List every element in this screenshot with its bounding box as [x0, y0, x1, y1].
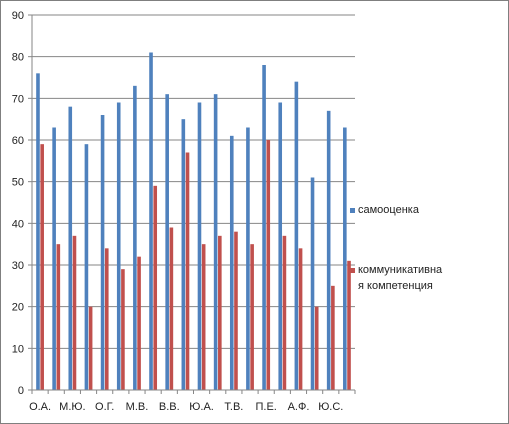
bar-samoocenka — [84, 144, 89, 390]
legend-swatch — [350, 268, 355, 273]
bar-kompetencia — [314, 306, 319, 390]
bar-samoocenka — [52, 127, 56, 390]
x-tick-label: М.Ю. — [59, 401, 85, 413]
bar-samoocenka — [181, 119, 186, 391]
x-tick-label: В.В. — [159, 401, 180, 413]
legend-swatch — [350, 208, 355, 213]
bar-kompetencia — [137, 256, 141, 390]
x-tick-label: Ю.С. — [318, 401, 343, 413]
bar-kompetencia — [153, 185, 158, 390]
bar-samoocenka — [68, 106, 73, 391]
legend-label: коммуникативна — [358, 264, 443, 276]
bar-samoocenka — [100, 115, 105, 390]
y-tick-label: 80 — [12, 52, 24, 64]
bar-samoocenka — [165, 94, 169, 391]
bar-kompetencia — [121, 269, 125, 390]
x-tick-label: П.Е. — [255, 401, 276, 413]
bar-kompetencia — [331, 285, 335, 390]
bar-kompetencia — [250, 244, 254, 390]
bar-kompetencia — [169, 227, 174, 390]
bar-samoocenka — [343, 127, 347, 390]
x-tick-label: Т.В. — [224, 401, 243, 413]
bar-samoocenka — [229, 135, 234, 390]
bar-samoocenka — [278, 102, 283, 390]
bar-kompetencia — [282, 235, 287, 390]
legend-label: самооценка — [358, 204, 420, 216]
bar-samoocenka — [294, 81, 299, 391]
y-tick-label: 50 — [12, 177, 24, 189]
y-tick-label: 20 — [12, 302, 24, 314]
x-tick-label: М.В. — [126, 401, 149, 413]
y-tick-label: 60 — [12, 135, 24, 147]
y-tick-label: 0 — [18, 385, 24, 397]
bar-kompetencia — [298, 248, 303, 390]
bar-samoocenka — [197, 102, 202, 390]
y-tick-label: 70 — [12, 93, 24, 105]
bar-kompetencia — [88, 306, 93, 390]
x-tick-label: А.Ф. — [288, 401, 310, 413]
gridlines — [32, 14, 355, 391]
y-axis: 0 10 20 30 40 50 60 70 80 90 — [12, 10, 33, 397]
bar-samoocenka — [246, 127, 250, 390]
x-tick-label: Ю.А. — [189, 401, 214, 413]
bar-kompetencia — [40, 144, 44, 390]
bar-samoocenka — [310, 177, 315, 390]
bar-kompetencia — [266, 140, 271, 390]
bars — [36, 52, 351, 391]
x-tick-label: О.Г. — [95, 401, 114, 413]
bar-kompetencia — [104, 248, 109, 390]
bar-samoocenka — [326, 110, 331, 390]
legend: самооценка коммуникативна я компетенция — [350, 204, 443, 292]
bar-samoocenka — [149, 52, 153, 390]
bar-kompetencia — [56, 244, 61, 390]
bar-samoocenka — [36, 73, 40, 390]
y-tick-label: 10 — [12, 343, 24, 355]
x-tick-label: О.А. — [29, 401, 51, 413]
bar-kompetencia — [234, 231, 238, 390]
x-axis: О.А. М.Ю. О.Г. М.В. В.В. Ю.А. Т.В. П.Е. А.Ф. Ю.С. — [29, 389, 356, 413]
bar-samoocenka — [133, 85, 137, 390]
bar-kompetencia — [201, 244, 206, 390]
bar-samoocenka — [116, 102, 121, 390]
bar-kompetencia — [218, 235, 222, 390]
bar-kompetencia — [185, 152, 190, 390]
bar-kompetencia — [72, 235, 77, 390]
legend-label: я компетенция — [358, 280, 433, 292]
y-tick-label: 30 — [12, 260, 24, 272]
bar-kompetencia — [347, 260, 351, 390]
y-tick-label: 90 — [12, 10, 24, 22]
bar-samoocenka — [262, 65, 266, 390]
bar-samoocenka — [213, 94, 218, 391]
y-tick-label: 40 — [12, 218, 24, 230]
